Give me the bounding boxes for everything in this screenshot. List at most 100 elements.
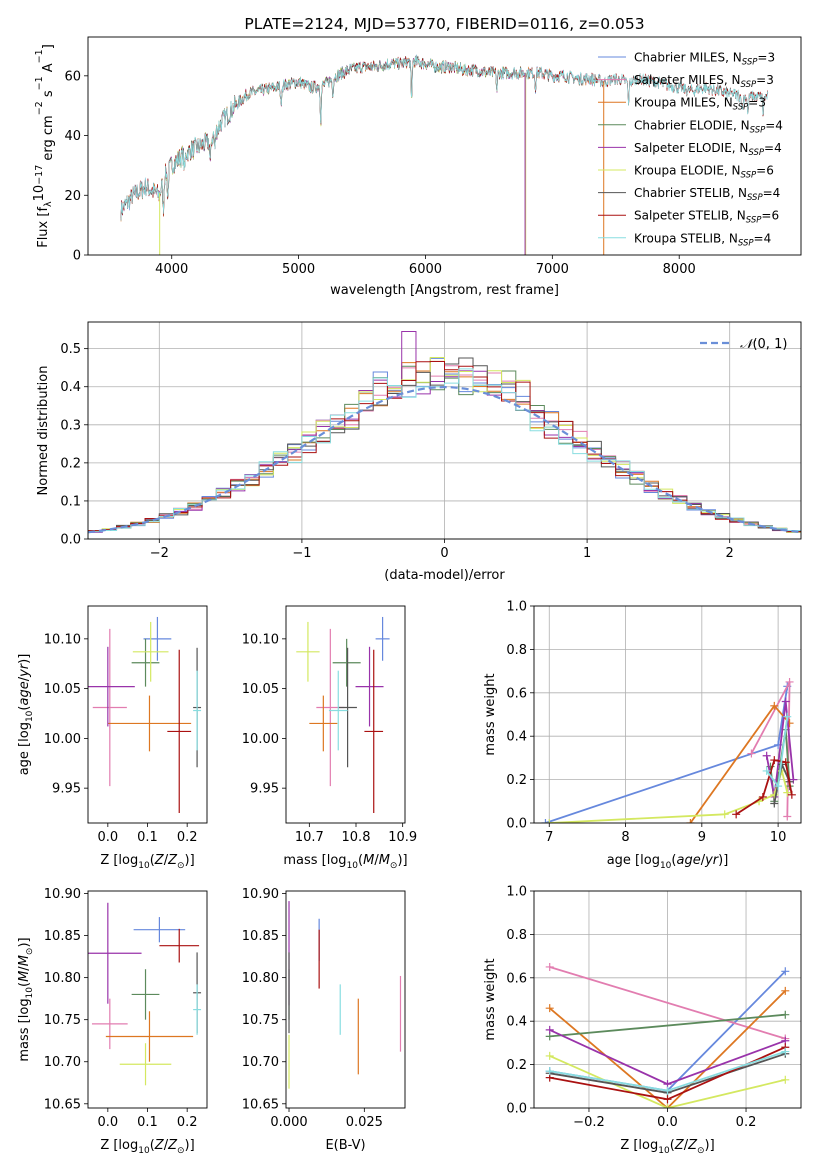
y-tick-label: 10.85 <box>44 929 81 944</box>
series-marker <box>545 1025 554 1034</box>
x-tick-label: 8 <box>621 830 629 845</box>
y-axis-label: mass weight <box>483 958 498 1040</box>
plot-frame <box>533 605 802 824</box>
y-axis-label: Normed distribution <box>36 366 51 496</box>
x-tick-label: 2 <box>726 546 734 561</box>
y-axis-label: Flux [fλ10−17 erg cm−2 s−1 A−1] <box>32 44 56 248</box>
x-tick-label: 0.000 <box>270 1115 307 1130</box>
plot-area-mass-weight-vs-Z <box>545 962 790 1108</box>
y-tick-label: 0.2 <box>60 456 81 471</box>
x-tick-label: 0.0 <box>657 1115 678 1130</box>
plot-frame <box>285 605 406 824</box>
y-tick-label: 10.65 <box>242 1097 279 1112</box>
y-tick-label: 0.0 <box>506 817 527 832</box>
series-marker <box>783 712 792 721</box>
x-tick-label: 7 <box>545 830 553 845</box>
series-line <box>549 966 786 1040</box>
series-marker <box>541 819 550 823</box>
y-tick-label: 10.10 <box>44 632 81 647</box>
y-tick-label: 10.05 <box>242 682 279 697</box>
legend-model: Salpeter STELIB <box>634 209 729 223</box>
y-tick-label: 10.75 <box>44 1013 81 1028</box>
spectrum-line <box>120 56 605 219</box>
plot-area-age-vs-Z <box>88 616 202 814</box>
y-label-part: A <box>41 63 56 76</box>
series-line <box>549 1013 786 1038</box>
legend-model: Chabrier STELIB <box>634 186 730 200</box>
y-tick-label: 10.90 <box>44 887 81 902</box>
series-marker <box>770 790 779 799</box>
legend-nssp: 4 <box>774 141 782 155</box>
x-tick-label: 0.2 <box>177 1115 198 1130</box>
x-axis-label: Z [log10(Z/Z⊙)] <box>100 853 194 871</box>
y-label-part: erg cm <box>41 115 56 164</box>
x-axis-label: Z [log10(Z/Z⊙)] <box>620 1138 714 1156</box>
legend-label: Chabrier MILES, NSSP=3 <box>634 51 775 68</box>
y-tick-label: 0 <box>73 249 81 264</box>
legend-model: Kroupa ELODIE <box>634 164 724 178</box>
x-tick-label: 0.0 <box>97 1115 118 1130</box>
plot-area-age-vs-mass <box>296 616 390 814</box>
series-marker <box>663 1086 672 1095</box>
series-marker <box>545 1051 554 1060</box>
series-marker <box>770 756 779 765</box>
axes-mass-vs-EBV: 0.000 0.025 10.65 10.70 10.75 10.80 10.85 10.90 <box>242 887 383 1130</box>
x-tick-label: 10.7 <box>295 830 324 845</box>
series-marker <box>781 1075 790 1084</box>
series-marker <box>545 1004 554 1013</box>
plot-frame <box>87 890 208 1109</box>
y-label-part: −2 <box>34 101 45 115</box>
x-tick-label: 5000 <box>282 262 315 277</box>
y-tick-label: 0.4 <box>60 380 81 395</box>
y-tick-label: 1.0 <box>506 885 527 900</box>
series-marker <box>545 962 554 971</box>
x-tick-label: 0 <box>440 546 448 561</box>
x-tick-label: 10 <box>770 830 787 845</box>
legend-model: Salpeter MILES <box>634 73 724 87</box>
y-tick-label: 10.90 <box>242 887 279 902</box>
series-line <box>549 767 789 823</box>
y-tick-label: 10.10 <box>242 632 279 647</box>
series-marker <box>545 819 554 823</box>
y-tick-label: 0.3 <box>60 418 81 433</box>
series-marker <box>720 810 729 819</box>
spectrum-line <box>120 55 605 221</box>
y-tick-label: 10.85 <box>242 929 279 944</box>
series-marker <box>762 751 771 760</box>
series-marker <box>787 790 796 799</box>
series-line <box>549 1055 786 1108</box>
x-tick-label: 0.2 <box>177 830 198 845</box>
plot-frame <box>285 890 406 1109</box>
axes-age-vs-mass: 10.7 10.8 10.9 9.95 10.00 10.05 10.10 <box>242 632 417 845</box>
legend-label: Kroupa ELODIE, NSSP=6 <box>634 164 774 181</box>
plot-area-residual-histogram <box>88 331 801 539</box>
legend-model: Kroupa MILES <box>634 96 716 110</box>
y-tick-label: 10.00 <box>242 732 279 747</box>
x-tick-label: 10.8 <box>342 830 371 845</box>
y-label-part: Flux [f <box>36 207 51 248</box>
axes-age-vs-Z: 0.0 0.1 0.2 9.95 10.00 10.05 10.10 <box>44 632 198 845</box>
y-label-part: −17 <box>34 165 45 185</box>
x-tick-label: 6000 <box>409 262 442 277</box>
axes-mass-vs-Z: 0.0 0.1 0.2 10.65 10.70 10.75 10.80 10.85 10.90 <box>44 887 198 1130</box>
x-axis-label: wavelength [Angstrom, rest frame] <box>330 283 559 298</box>
legend-label: Kroupa STELIB, NSSP=4 <box>634 231 771 248</box>
series-marker <box>762 766 771 775</box>
y-tick-label: 1.0 <box>506 600 527 615</box>
normal-curve <box>88 385 801 534</box>
plot-area-mass-weight-vs-age <box>541 677 798 823</box>
x-tick-label: 9 <box>698 830 706 845</box>
y-tick-label: 10.75 <box>242 1013 279 1028</box>
legend-nssp: 3 <box>766 73 774 87</box>
y-tick-label: 10.65 <box>44 1097 81 1112</box>
series-marker <box>770 799 779 808</box>
x-axis-label: E(B-V) <box>325 1138 365 1153</box>
spectrum-line <box>120 56 605 222</box>
y-axis-label: mass [log10(M/M⊙)] <box>17 937 35 1061</box>
legend-label: Chabrier STELIB, NSSP=4 <box>634 186 780 203</box>
y-tick-label: 10.70 <box>242 1055 279 1070</box>
y-axis-label: mass weight <box>483 673 498 755</box>
x-tick-label: −2 <box>150 546 169 561</box>
series-line <box>549 990 786 1108</box>
